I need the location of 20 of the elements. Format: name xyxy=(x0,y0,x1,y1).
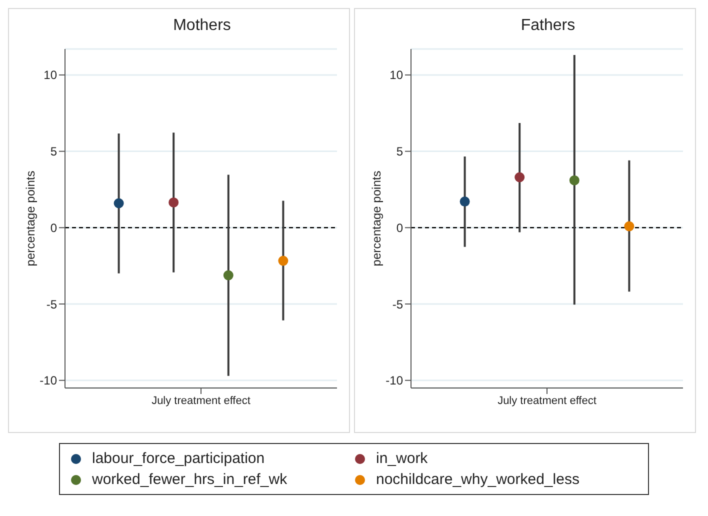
legend-label: worked_fewer_hrs_in_ref_wk xyxy=(92,471,288,488)
y-tick-label: 10 xyxy=(390,68,404,82)
y-tick-label: 0 xyxy=(396,220,404,235)
y-tick-label: -5 xyxy=(46,297,58,312)
legend-label: in_work xyxy=(376,450,428,467)
y-axis-title: percentage points xyxy=(369,170,384,266)
y-axis-title: percentage points xyxy=(23,170,38,266)
x-tick-label: July treatment effect xyxy=(498,394,596,407)
legend-label: labour_force_participation xyxy=(92,450,265,467)
y-tick-label: 5 xyxy=(50,144,58,159)
y-tick-label: -10 xyxy=(40,374,58,388)
y-tick-label: 5 xyxy=(396,144,404,159)
chart-title: Mothers xyxy=(172,17,232,35)
y-tick-label: -5 xyxy=(392,297,404,312)
y-tick-label: -10 xyxy=(386,374,404,388)
y-tick-label: 0 xyxy=(50,220,58,235)
x-tick-label: July treatment effect xyxy=(152,394,250,407)
y-tick-label: 10 xyxy=(44,68,58,82)
legend-label: nochildcare_why_worked_less xyxy=(376,471,580,488)
chart-title: Fathers xyxy=(520,17,576,35)
